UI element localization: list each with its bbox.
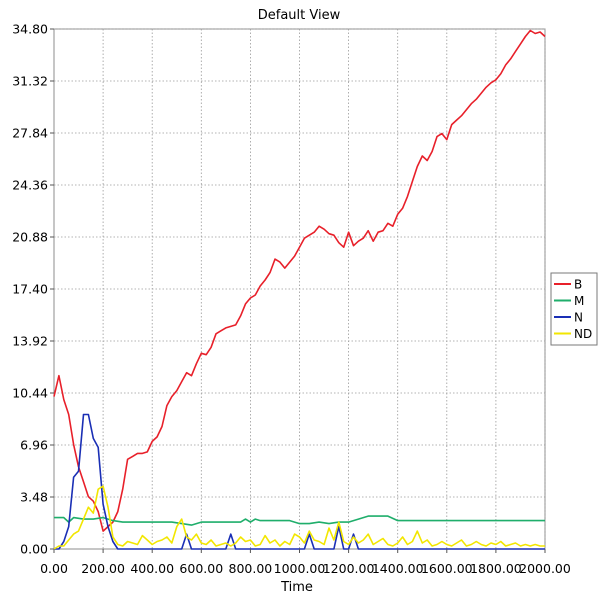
x-axis-ticks: 0.00 200.00 400.00 600.00 800.00 1000.001200.… [40,549,571,576]
legend-label: N [574,311,583,325]
x-tick-label: 1800.00 [470,561,522,576]
y-tick-label: 13.92 [12,334,48,349]
y-tick-label: 6.96 [20,438,48,453]
series-line-b [53,29,546,532]
y-axis-ticks: 0.00 3.48 6.96 10.44 13.92 17.40 20.88 24.36 27.… [12,22,54,557]
x-tick-label: 1400.00 [372,561,424,576]
chart-title: Default View [258,8,341,23]
y-tick-label: 10.44 [12,386,48,401]
y-tick-label: 34.80 [12,22,48,37]
y-tick-label: 20.88 [12,230,48,245]
legend-label: ND [574,327,592,341]
x-tick-label: 2000.00 [519,561,571,576]
x-tick-label: 400.00 [130,561,174,576]
x-tick-label: 1200.00 [323,561,375,576]
y-tick-label: 0.00 [20,542,48,557]
series-line-nd [53,485,545,550]
legend: BMN ND [550,272,598,346]
x-tick-label: 800.00 [229,561,273,576]
x-tick-label: 1600.00 [421,561,473,576]
x-tick-label: 1000.00 [274,561,326,576]
series-line-m [54,515,545,526]
grid-lines [54,28,546,549]
y-tick-label: 24.36 [12,178,48,193]
y-tick-label: 31.32 [12,74,48,89]
y-tick-label: 17.40 [12,282,48,297]
x-axis-label: Time [280,580,313,595]
x-tick-label: 0.00 [40,561,68,576]
legend-label: B [574,278,582,292]
x-tick-label: 600.00 [179,561,223,576]
x-tick-label: 200.00 [81,561,125,576]
y-tick-label: 3.48 [20,490,48,505]
y-tick-label: 27.84 [12,126,48,141]
legend-label: M [574,294,584,308]
